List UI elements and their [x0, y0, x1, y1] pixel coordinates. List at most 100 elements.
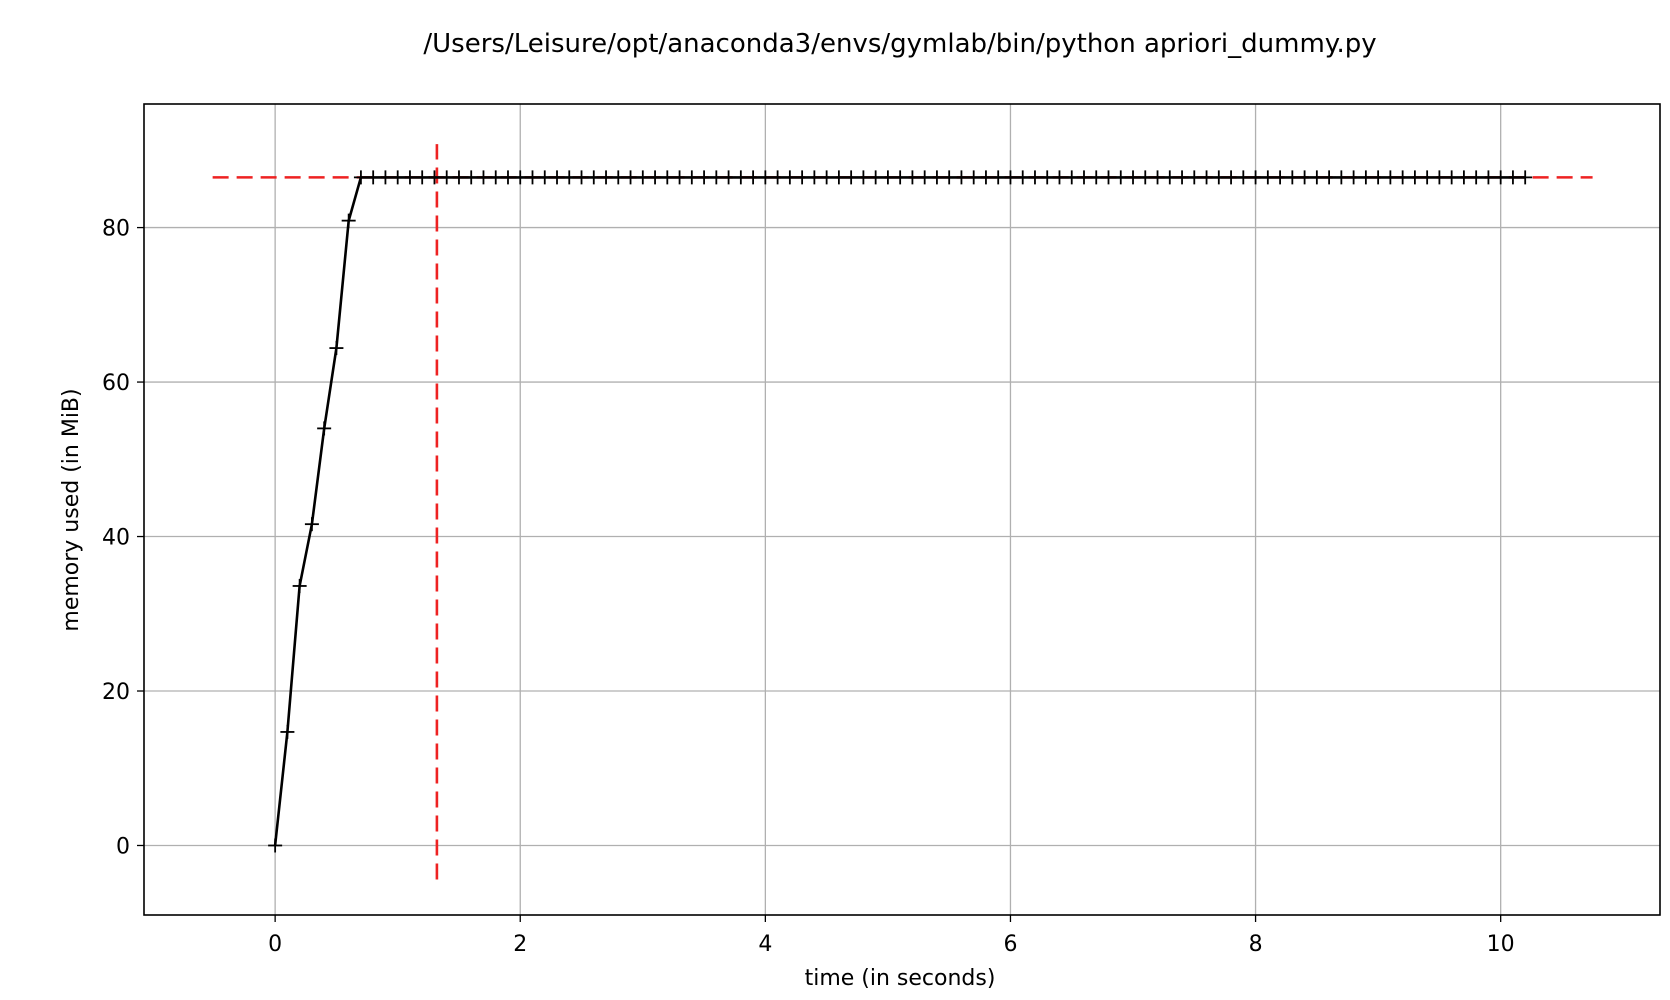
data-point-marker — [1101, 170, 1116, 185]
x-tick-label: 6 — [1003, 932, 1017, 957]
data-point-marker — [1505, 170, 1520, 185]
data-point-marker — [770, 170, 785, 185]
data-point-marker — [1371, 170, 1386, 185]
data-point-marker — [758, 170, 773, 185]
data-point-marker — [317, 421, 332, 436]
data-point-marker — [1383, 170, 1398, 185]
y-axis-label: memory used (in MiB) — [59, 388, 84, 631]
data-point-marker — [1064, 170, 1079, 185]
data-point-marker — [1052, 170, 1067, 185]
data-point-marker — [427, 170, 442, 185]
data-point-marker — [1224, 170, 1239, 185]
axes-frame — [143, 103, 1661, 916]
data-point-marker — [1395, 170, 1410, 185]
data-point-marker — [831, 170, 846, 185]
data-point-marker — [1358, 170, 1373, 185]
data-point-marker — [635, 170, 650, 185]
data-point-marker — [1260, 170, 1275, 185]
data-point-marker — [476, 170, 491, 185]
data-point-marker — [1297, 170, 1312, 185]
data-point-marker — [513, 170, 528, 185]
data-point-marker — [856, 170, 871, 185]
data-point-marker — [1432, 170, 1447, 185]
data-point-marker — [868, 170, 883, 185]
data-point-marker — [1322, 170, 1337, 185]
data-point-marker — [966, 170, 981, 185]
data-point-marker — [660, 170, 675, 185]
data-point-marker — [807, 170, 822, 185]
data-point-marker — [586, 170, 601, 185]
data-point-marker — [709, 170, 724, 185]
data-point-marker — [439, 170, 454, 185]
data-point-marker — [488, 170, 503, 185]
data-point-marker — [672, 170, 687, 185]
data-point-marker — [1407, 170, 1422, 185]
data-series — [268, 170, 1533, 853]
data-point-marker — [1015, 170, 1030, 185]
data-point-marker — [893, 170, 908, 185]
data-point-marker — [1138, 170, 1153, 185]
data-point-marker — [1175, 170, 1190, 185]
data-point-marker — [954, 170, 969, 185]
data-point-marker — [1456, 170, 1471, 185]
data-point-marker — [978, 170, 993, 185]
grid — [144, 104, 1660, 915]
data-point-marker — [1420, 170, 1435, 185]
data-point-marker — [611, 170, 626, 185]
data-point-marker — [1113, 170, 1128, 185]
data-point-marker — [500, 170, 515, 185]
data-point-marker — [1518, 170, 1533, 185]
data-point-marker — [1162, 170, 1177, 185]
data-point-marker — [795, 170, 810, 185]
data-point-marker — [464, 170, 479, 185]
x-axis-label: time (in seconds) — [805, 966, 996, 991]
data-point-marker — [415, 170, 430, 185]
data-point-marker — [390, 170, 405, 185]
data-point-marker — [905, 170, 920, 185]
data-point-marker — [1089, 170, 1104, 185]
data-point-marker — [366, 170, 381, 185]
data-point-marker — [599, 170, 614, 185]
data-point-marker — [525, 170, 540, 185]
data-point-marker — [1469, 170, 1484, 185]
axis-ticks: 0 2 4 6 8 10 0 20 40 60 80 — [102, 217, 1515, 957]
data-point-marker — [697, 170, 712, 185]
data-point-marker — [353, 170, 368, 185]
data-point-marker — [1285, 170, 1300, 185]
data-point-marker — [1003, 170, 1018, 185]
data-point-marker — [746, 170, 761, 185]
data-point-marker — [929, 170, 944, 185]
data-point-marker — [1027, 170, 1042, 185]
data-point-marker — [1076, 170, 1091, 185]
data-point-marker — [1309, 170, 1324, 185]
data-point-marker — [329, 341, 344, 356]
x-tick-label: 2 — [513, 932, 527, 957]
data-point-marker — [819, 170, 834, 185]
data-point-marker — [1211, 170, 1226, 185]
x-tick-label: 0 — [268, 932, 282, 957]
data-point-marker — [1481, 170, 1496, 185]
data-point-marker — [341, 213, 356, 228]
x-tick-label: 4 — [758, 932, 772, 957]
data-point-marker — [684, 170, 699, 185]
y-tick-label: 0 — [116, 834, 130, 859]
data-point-marker — [1444, 170, 1459, 185]
data-point-marker — [1199, 170, 1214, 185]
data-point-marker — [402, 170, 417, 185]
data-point-marker — [880, 170, 895, 185]
data-point-marker — [304, 517, 319, 532]
x-tick-label: 10 — [1487, 932, 1515, 957]
y-tick-label: 80 — [102, 217, 130, 242]
data-point-marker — [991, 170, 1006, 185]
data-point-marker — [844, 170, 859, 185]
chart-title: /Users/Leisure/opt/anaconda3/envs/gymlab… — [423, 29, 1376, 59]
data-point-marker — [1040, 170, 1055, 185]
data-point-marker — [378, 170, 393, 185]
data-point-marker — [1126, 170, 1141, 185]
data-point-marker — [1273, 170, 1288, 185]
data-point-marker — [733, 170, 748, 185]
data-point-marker — [451, 170, 466, 185]
data-point-marker — [942, 170, 957, 185]
data-point-marker — [1150, 170, 1165, 185]
